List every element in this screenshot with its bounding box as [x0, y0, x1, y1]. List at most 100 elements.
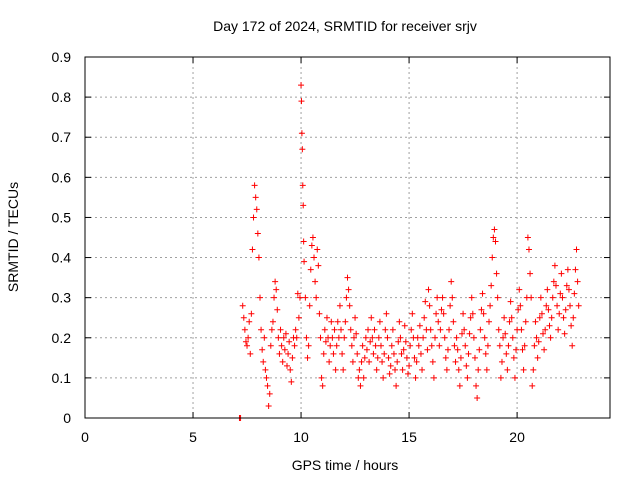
data-point [488, 282, 495, 289]
data-point [289, 354, 296, 361]
data-point [419, 366, 426, 373]
x-tick-label: 5 [189, 429, 197, 445]
data-point [300, 202, 307, 209]
data-point [272, 278, 279, 285]
data-point [360, 374, 367, 381]
data-point [293, 334, 300, 341]
data-point [449, 294, 456, 301]
data-point [411, 354, 418, 361]
data-point [480, 310, 487, 317]
data-point [497, 374, 504, 381]
data-point [315, 262, 322, 269]
data-point [288, 378, 295, 385]
data-point [304, 354, 311, 361]
data-point [301, 258, 308, 265]
data-point [542, 326, 549, 333]
data-point [468, 294, 475, 301]
data-point [266, 390, 273, 397]
data-point [571, 290, 578, 297]
data-point [296, 294, 303, 301]
data-point [354, 350, 361, 357]
data-point [387, 362, 394, 369]
data-point [507, 298, 514, 305]
data-point [269, 318, 276, 325]
data-point [367, 338, 374, 345]
data-point [241, 326, 248, 333]
data-point [534, 354, 541, 361]
data-point [548, 314, 555, 321]
data-point [258, 326, 265, 333]
data-point [257, 294, 263, 301]
y-tick-label: 0.9 [52, 49, 72, 65]
data-point [281, 346, 288, 353]
data-point [547, 334, 554, 341]
data-point [319, 382, 326, 389]
data-point [345, 286, 352, 293]
data-point [409, 310, 416, 317]
data-point [487, 302, 494, 309]
data-point [348, 342, 355, 349]
data-point [568, 322, 575, 329]
data-point [374, 354, 381, 361]
data-point [537, 294, 544, 301]
data-point [529, 382, 536, 389]
data-point [318, 374, 325, 381]
y-tick-label: 0.3 [52, 290, 72, 306]
x-tick-label: 15 [401, 429, 417, 445]
data-point [383, 310, 390, 317]
data-point [536, 314, 543, 321]
data-point [249, 246, 256, 253]
data-point [384, 334, 391, 341]
data-point [437, 326, 444, 333]
data-point [549, 294, 556, 301]
data-point [343, 294, 350, 301]
data-point [464, 374, 471, 381]
data-point [393, 382, 400, 389]
data-point [276, 350, 283, 357]
data-point [462, 342, 469, 349]
data-point [395, 338, 402, 345]
data-point [273, 286, 280, 293]
y-tick-label: 0.1 [52, 370, 72, 386]
data-point [355, 374, 362, 381]
data-point [574, 278, 581, 285]
data-point [413, 358, 420, 365]
data-point [460, 310, 467, 317]
data-point [294, 290, 301, 297]
data-point [470, 334, 477, 341]
data-point [433, 310, 440, 317]
data-point [524, 234, 531, 241]
data-point [527, 270, 534, 277]
data-point [496, 342, 503, 349]
data-point [254, 230, 261, 237]
data-point [271, 294, 278, 301]
x-tick-label: 10 [293, 429, 309, 445]
data-point [440, 310, 447, 317]
data-point [263, 374, 270, 381]
data-point [535, 338, 542, 345]
data-point [312, 278, 319, 285]
data-point [406, 362, 413, 369]
data-point [506, 318, 513, 325]
data-point [432, 334, 438, 341]
data-point [424, 346, 431, 353]
grid-lines [85, 57, 610, 418]
data-point [277, 326, 284, 333]
data-point [463, 362, 470, 369]
tick-labels: 0 0.1 0.2 0.3 0.4 0.5 0.6 0.7 0.8 0.9 0 5 10 15 20 [52, 49, 526, 445]
plot-frame [84, 56, 611, 419]
data-point [390, 350, 397, 357]
data-point [525, 246, 532, 253]
data-point [403, 354, 410, 361]
x-axis-label: GPS time / hours [292, 457, 399, 473]
data-point [326, 358, 333, 365]
data-point [531, 342, 538, 349]
data-point [334, 318, 341, 325]
data-point [322, 338, 329, 345]
data-point [295, 314, 302, 321]
data-point [275, 334, 282, 341]
data-point [511, 374, 518, 381]
data-point [435, 318, 442, 325]
data-point [516, 286, 523, 293]
data-point [261, 334, 268, 341]
